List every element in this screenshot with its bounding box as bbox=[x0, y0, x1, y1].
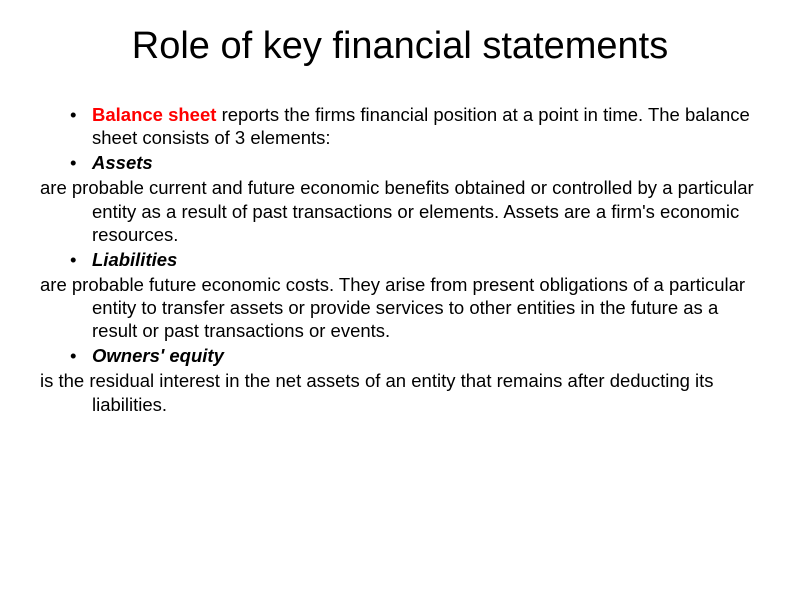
paragraph-owners-equity: is the residual interest in the net asse… bbox=[40, 369, 760, 415]
bullet-assets: • Assets bbox=[40, 151, 760, 174]
bullet-marker-icon: • bbox=[70, 103, 92, 149]
bullet-text: Balance sheet reports the firms financia… bbox=[92, 103, 760, 149]
bullet-liabilities: • Liabilities bbox=[40, 248, 760, 271]
bullet-balance-sheet: • Balance sheet reports the firms financ… bbox=[40, 103, 760, 149]
paragraph-liabilities: are probable future economic costs. They… bbox=[40, 273, 760, 342]
highlight-term: Balance sheet bbox=[92, 104, 216, 125]
bullet-marker-icon: • bbox=[70, 151, 92, 174]
slide-title: Role of key financial statements bbox=[40, 25, 760, 68]
bullet-marker-icon: • bbox=[70, 248, 92, 271]
bullet-bold-term: Owners' equity bbox=[92, 344, 760, 367]
bullet-owners-equity: • Owners' equity bbox=[40, 344, 760, 367]
bullet-bold-term: Assets bbox=[92, 151, 760, 174]
bullet-marker-icon: • bbox=[70, 344, 92, 367]
slide-content: • Balance sheet reports the firms financ… bbox=[40, 103, 760, 416]
slide-container: Role of key financial statements • Balan… bbox=[0, 0, 800, 600]
paragraph-assets: are probable current and future economic… bbox=[40, 176, 760, 245]
bullet-bold-term: Liabilities bbox=[92, 248, 760, 271]
